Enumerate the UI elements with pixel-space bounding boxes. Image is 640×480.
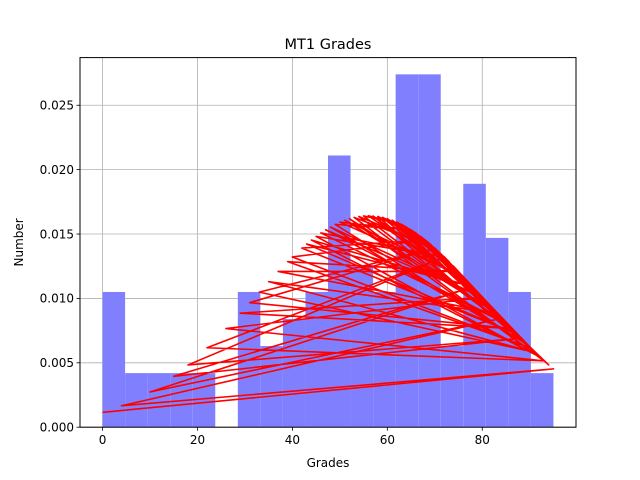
- histogram-bar: [305, 291, 328, 428]
- histogram-bar: [530, 373, 554, 428]
- y-tick-label: 0.000: [40, 421, 74, 435]
- y-tick-label: 0.020: [40, 163, 74, 177]
- histogram-bar: [485, 237, 509, 428]
- histogram-bar: [147, 373, 171, 428]
- histogram-bar: [125, 373, 148, 428]
- pdf-curve: [102, 214, 555, 414]
- x-tick-label: 20: [190, 433, 205, 447]
- x-axis-ticks: 0 20 40 60 80: [99, 427, 490, 447]
- histogram-bar: [440, 346, 464, 428]
- y-tick-label: 0.005: [40, 356, 74, 370]
- pdf-line: [102, 214, 555, 414]
- plot-frame: [79, 57, 577, 428]
- y-axis-ticks: 0.000 0.005 0.010 0.015 0.020 0.025: [40, 99, 80, 435]
- histogram-bar: [373, 291, 396, 428]
- y-tick-label: 0.025: [40, 99, 74, 113]
- histogram-bar: [102, 291, 126, 428]
- histogram-bar: [463, 183, 486, 428]
- y-axis-label: Number: [12, 218, 26, 266]
- x-tick-label: 40: [285, 433, 300, 447]
- x-tick-label: 60: [380, 433, 395, 447]
- x-tick-label: 80: [475, 433, 490, 447]
- y-tick-label: 0.010: [40, 292, 74, 306]
- histogram-bar: [418, 74, 441, 428]
- x-tick-label: 0: [99, 433, 107, 447]
- y-tick-label: 0.015: [40, 227, 74, 241]
- x-axis-label: Grades: [307, 456, 350, 470]
- histogram-bar: [192, 373, 216, 428]
- chart-title: MT1 Grades: [285, 37, 372, 53]
